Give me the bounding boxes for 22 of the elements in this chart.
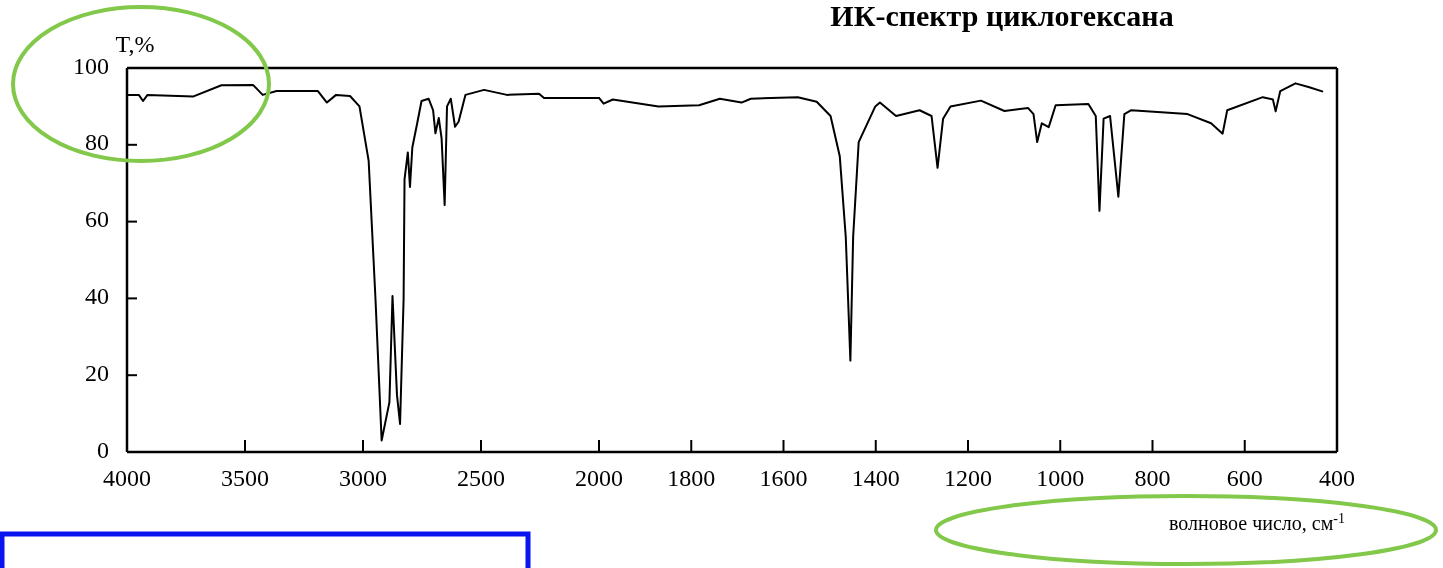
x-tick-label: 400 <box>1319 465 1355 491</box>
x-tick-label: 1400 <box>851 465 900 491</box>
x-tick-label: 1000 <box>1036 465 1085 491</box>
x-tick-label: 2500 <box>457 465 505 491</box>
x-tick-label: 2000 <box>575 465 623 491</box>
x-tick-label: 3500 <box>221 465 269 491</box>
x-tick-label: 4000 <box>103 465 151 491</box>
y-tick-label: 60 <box>85 206 109 233</box>
x-tick-label: 1200 <box>944 465 992 491</box>
x-axis-title: волновое число, см$^{-1}$ <box>1169 510 1345 534</box>
chart-title: ИК-спектр циклогексана <box>830 0 1174 32</box>
y-tick-label: 0 <box>97 436 109 463</box>
y-tick-label: 20 <box>85 359 109 386</box>
y-tick-label: 100 <box>73 52 109 79</box>
x-tick-label: 800 <box>1134 465 1171 491</box>
x-tick-label: 1800 <box>667 465 716 491</box>
x-tick-label: 3000 <box>339 465 387 491</box>
x-tick-label: 600 <box>1226 465 1263 491</box>
y-axis-title: T,% <box>115 31 155 57</box>
y-tick-label: 80 <box>85 129 109 156</box>
y-tick-label: 40 <box>85 282 109 309</box>
x-tick-label: 1600 <box>759 465 808 491</box>
